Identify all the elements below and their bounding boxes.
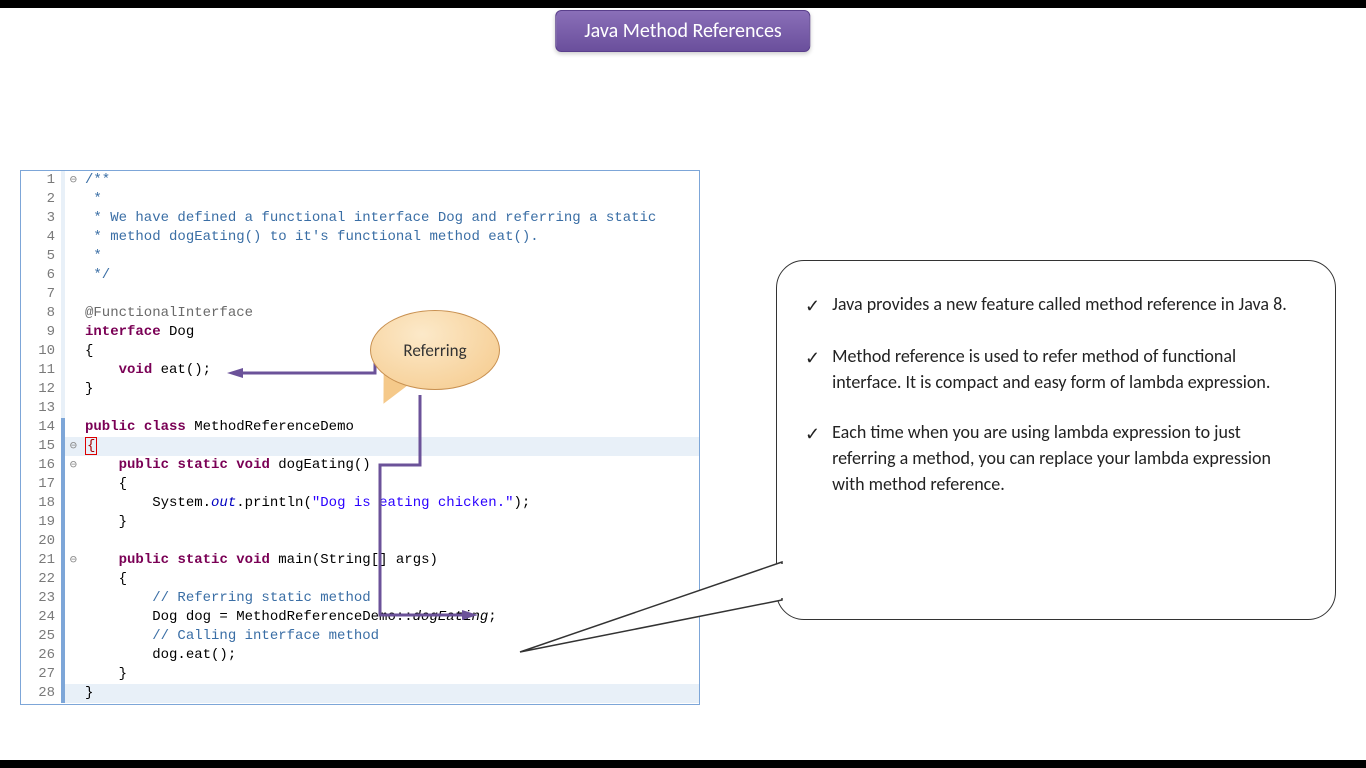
code-line: 19 }: [21, 513, 699, 532]
code-line: 24 Dog dog = MethodReferenceDemo::dogEat…: [21, 608, 699, 627]
line-number: 16: [21, 456, 65, 475]
code-content: public static void main(String[] args): [65, 551, 438, 570]
explanation-callout: ✓ Java provides a new feature called met…: [776, 260, 1336, 620]
info-text: Java provides a new feature called metho…: [832, 291, 1287, 319]
line-number: 22: [21, 570, 65, 589]
line-number: 21: [21, 551, 65, 570]
check-icon: ✓: [805, 345, 820, 395]
line-number: 11: [21, 361, 65, 380]
info-bullet: ✓ Java provides a new feature called met…: [805, 291, 1307, 319]
info-text: Each time when you are using lambda expr…: [832, 419, 1307, 497]
code-line: 26 dog.eat();: [21, 646, 699, 665]
code-content: }: [65, 684, 93, 703]
line-number: 5: [21, 247, 65, 266]
code-line: 14public class MethodReferenceDemo: [21, 418, 699, 437]
line-number: 3: [21, 209, 65, 228]
code-line: 9interface Dog: [21, 323, 699, 342]
line-number: 24: [21, 608, 65, 627]
code-line: 22 {: [21, 570, 699, 589]
line-number: 20: [21, 532, 65, 551]
code-line: 1/**: [21, 171, 699, 190]
letterbox-bottom: [0, 760, 1366, 768]
code-content: Dog dog = MethodReferenceDemo::dogEating…: [65, 608, 497, 627]
code-content: void eat();: [65, 361, 211, 380]
code-content: }: [65, 380, 93, 399]
code-line: 13: [21, 399, 699, 418]
line-number: 8: [21, 304, 65, 323]
slide-title: Java Method References: [555, 10, 810, 52]
code-line: 3 * We have defined a functional interfa…: [21, 209, 699, 228]
code-line: 12}: [21, 380, 699, 399]
code-line: 6 */: [21, 266, 699, 285]
code-content: {: [65, 475, 127, 494]
info-bullet: ✓ Each time when you are using lambda ex…: [805, 419, 1307, 497]
code-content: [65, 532, 85, 551]
line-number: 14: [21, 418, 65, 437]
line-number: 18: [21, 494, 65, 513]
code-line: 7: [21, 285, 699, 304]
code-content: // Referring static method: [65, 589, 371, 608]
info-text: Method reference is used to refer method…: [832, 343, 1307, 395]
code-content: }: [65, 513, 127, 532]
check-icon: ✓: [805, 421, 820, 497]
code-line: 27 }: [21, 665, 699, 684]
line-number: 15: [21, 437, 65, 456]
code-content: */: [65, 266, 110, 285]
line-number: 19: [21, 513, 65, 532]
code-line: 11 void eat();: [21, 361, 699, 380]
code-content: *: [65, 190, 102, 209]
line-number: 28: [21, 684, 65, 703]
code-content: * method dogEating() to it's functional …: [65, 228, 539, 247]
line-number: 4: [21, 228, 65, 247]
code-content: public static void dogEating(): [65, 456, 371, 475]
code-content: @FunctionalInterface: [65, 304, 253, 323]
code-editor-panel: 1/**2 *3 * We have defined a functional …: [20, 170, 700, 705]
code-content: {: [65, 342, 93, 361]
code-line: 8@FunctionalInterface: [21, 304, 699, 323]
code-content: System.out.println("Dog is eating chicke…: [65, 494, 530, 513]
code-content: // Calling interface method: [65, 627, 379, 646]
line-number: 17: [21, 475, 65, 494]
code-line: 20: [21, 532, 699, 551]
line-number: 27: [21, 665, 65, 684]
code-line: 16 public static void dogEating(): [21, 456, 699, 475]
code-line: 4 * method dogEating() to it's functiona…: [21, 228, 699, 247]
code-content: }: [65, 665, 127, 684]
code-line: 2 *: [21, 190, 699, 209]
code-content: dog.eat();: [65, 646, 236, 665]
line-number: 6: [21, 266, 65, 285]
code-line: 10{: [21, 342, 699, 361]
letterbox-top: [0, 0, 1366, 8]
code-content: * We have defined a functional interface…: [65, 209, 656, 228]
line-number: 25: [21, 627, 65, 646]
line-number: 7: [21, 285, 65, 304]
code-content: [65, 285, 85, 304]
code-line: 17 {: [21, 475, 699, 494]
code-line: 28}: [21, 684, 699, 703]
line-number: 23: [21, 589, 65, 608]
referring-callout: Referring: [370, 310, 500, 390]
code-content: public class MethodReferenceDemo: [65, 418, 354, 437]
check-icon: ✓: [805, 293, 820, 319]
line-number: 9: [21, 323, 65, 342]
code-content: *: [65, 247, 102, 266]
code-line: 21 public static void main(String[] args…: [21, 551, 699, 570]
code-line: 15{: [21, 437, 699, 456]
line-number: 10: [21, 342, 65, 361]
line-number: 12: [21, 380, 65, 399]
code-content: {: [65, 570, 127, 589]
code-line: 18 System.out.println("Dog is eating chi…: [21, 494, 699, 513]
code-line: 23 // Referring static method: [21, 589, 699, 608]
line-number: 1: [21, 171, 65, 190]
line-number: 13: [21, 399, 65, 418]
code-line: 25 // Calling interface method: [21, 627, 699, 646]
line-number: 26: [21, 646, 65, 665]
code-content: interface Dog: [65, 323, 194, 342]
code-content: [65, 399, 85, 418]
line-number: 2: [21, 190, 65, 209]
info-bullet: ✓ Method reference is used to refer meth…: [805, 343, 1307, 395]
code-line: 5 *: [21, 247, 699, 266]
